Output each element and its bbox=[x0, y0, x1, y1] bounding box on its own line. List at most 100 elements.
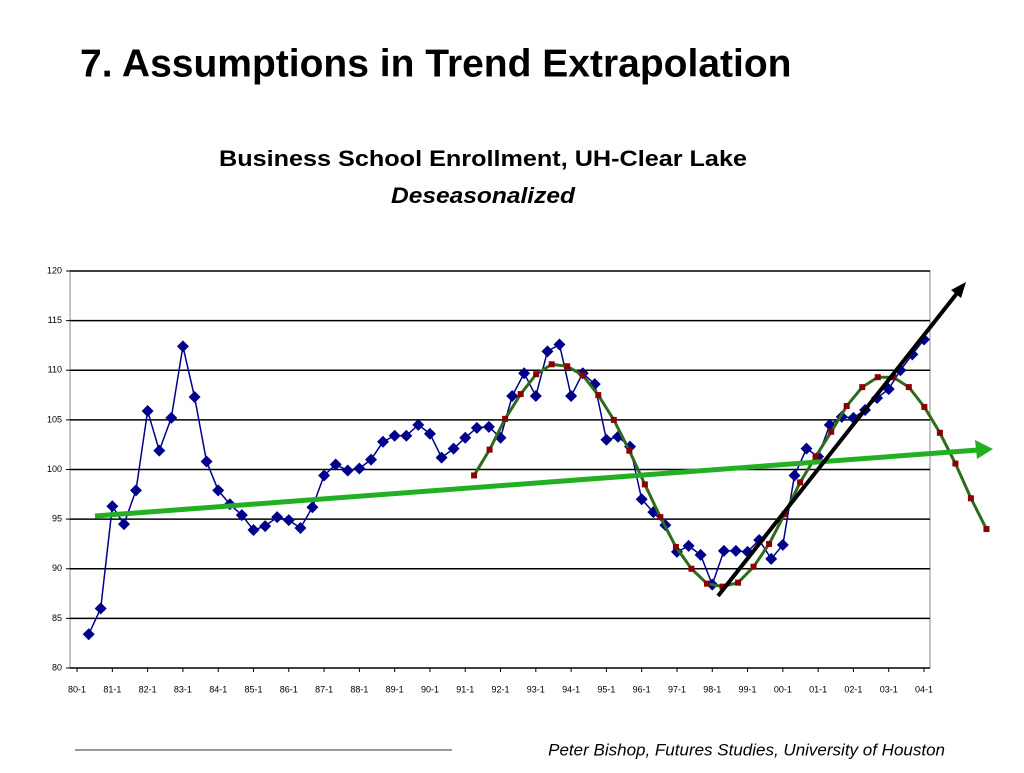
x-tick-label: 90-1 bbox=[421, 684, 439, 694]
x-tick-label: 93-1 bbox=[527, 684, 545, 694]
x-tick-label: 95-1 bbox=[597, 684, 615, 694]
data-point bbox=[482, 420, 495, 433]
x-tick-label: 91-1 bbox=[456, 684, 474, 694]
x-tick-label: 94-1 bbox=[562, 684, 580, 694]
x-tick-label: 89-1 bbox=[386, 684, 404, 694]
x-tick-label: 03-1 bbox=[880, 684, 898, 694]
x-tick-label: 86-1 bbox=[280, 684, 298, 694]
data-point bbox=[766, 540, 773, 547]
data-point bbox=[435, 451, 448, 464]
x-tick-label: 04-1 bbox=[915, 684, 933, 694]
data-point bbox=[377, 435, 390, 448]
data-point bbox=[553, 338, 566, 351]
data-point bbox=[412, 418, 425, 431]
data-point bbox=[318, 469, 331, 482]
data-point bbox=[541, 345, 554, 358]
data-point bbox=[471, 472, 478, 479]
trend-arrowhead bbox=[975, 440, 993, 459]
y-tick-label: 80 bbox=[52, 662, 62, 672]
x-tick-label: 80-1 bbox=[68, 684, 86, 694]
recent-trend-arrow bbox=[716, 290, 960, 598]
data-point bbox=[517, 391, 524, 398]
data-point bbox=[153, 444, 166, 457]
y-tick-label: 85 bbox=[52, 613, 62, 623]
data-point bbox=[176, 340, 189, 353]
data-point bbox=[936, 429, 943, 436]
data-point bbox=[776, 538, 789, 551]
data-point bbox=[306, 501, 319, 514]
data-point bbox=[353, 462, 366, 475]
x-tick-label: 85-1 bbox=[244, 684, 262, 694]
data-point bbox=[967, 495, 974, 502]
data-point bbox=[486, 446, 493, 453]
data-point bbox=[282, 514, 295, 527]
y-tick-label: 100 bbox=[47, 464, 62, 474]
data-point bbox=[129, 484, 142, 497]
data-point bbox=[447, 442, 460, 455]
data-point bbox=[921, 403, 928, 410]
x-tick-label: 83-1 bbox=[174, 684, 192, 694]
data-point bbox=[874, 374, 881, 381]
data-point bbox=[533, 371, 540, 378]
data-point bbox=[294, 522, 307, 535]
x-tick-label: 82-1 bbox=[139, 684, 157, 694]
y-tick-label: 120 bbox=[47, 265, 62, 275]
data-point bbox=[717, 544, 730, 557]
data-point bbox=[788, 469, 801, 482]
data-point bbox=[657, 514, 664, 521]
data-point bbox=[635, 493, 648, 506]
data-point bbox=[682, 539, 695, 552]
data-point bbox=[502, 415, 509, 422]
x-tick-label: 96-1 bbox=[633, 684, 651, 694]
x-tick-label: 01-1 bbox=[809, 684, 827, 694]
y-tick-label: 95 bbox=[52, 514, 62, 524]
trend-arrow bbox=[94, 447, 979, 519]
data-point bbox=[952, 460, 959, 467]
data-point bbox=[765, 552, 778, 565]
data-point bbox=[565, 390, 578, 403]
data-point bbox=[564, 363, 571, 370]
data-point bbox=[94, 602, 107, 615]
data-point bbox=[641, 481, 648, 488]
y-tick-label: 90 bbox=[52, 563, 62, 573]
data-point bbox=[400, 429, 413, 442]
annotations bbox=[94, 282, 993, 598]
data-point bbox=[600, 433, 613, 446]
data-point bbox=[905, 384, 912, 391]
data-point bbox=[672, 543, 679, 550]
x-tick-label: 98-1 bbox=[703, 684, 721, 694]
data-point bbox=[859, 384, 866, 391]
data-point bbox=[365, 453, 378, 466]
recent-trend-arrowhead bbox=[951, 282, 966, 298]
data-point bbox=[259, 520, 272, 533]
data-point bbox=[688, 565, 695, 572]
data-point bbox=[82, 628, 95, 641]
x-tick-label: 87-1 bbox=[315, 684, 333, 694]
data-point bbox=[235, 509, 248, 522]
data-point bbox=[719, 583, 726, 590]
data-point bbox=[529, 390, 542, 403]
x-tick-label: 88-1 bbox=[350, 684, 368, 694]
data-point bbox=[470, 421, 483, 434]
data-point bbox=[247, 524, 260, 537]
chart-title: Business School Enrollment, UH-Clear Lak… bbox=[219, 146, 747, 171]
data-point bbox=[610, 416, 617, 423]
data-point bbox=[271, 511, 284, 524]
x-tick-label: 00-1 bbox=[774, 684, 792, 694]
data-point bbox=[423, 427, 436, 440]
footer: Peter Bishop, Futures Studies, Universit… bbox=[548, 740, 945, 759]
y-tick-label: 115 bbox=[48, 315, 62, 325]
data-point bbox=[797, 479, 804, 486]
data-point bbox=[750, 563, 757, 570]
data-point bbox=[983, 526, 990, 533]
x-tick-label: 84-1 bbox=[209, 684, 227, 694]
data-point bbox=[890, 374, 897, 381]
data-point bbox=[518, 367, 531, 380]
data-point bbox=[106, 500, 119, 513]
data-point bbox=[812, 453, 819, 460]
data-point bbox=[165, 411, 178, 424]
data-point bbox=[800, 442, 813, 455]
data-point bbox=[212, 484, 225, 497]
data-point bbox=[200, 455, 213, 468]
data-point bbox=[188, 391, 201, 404]
